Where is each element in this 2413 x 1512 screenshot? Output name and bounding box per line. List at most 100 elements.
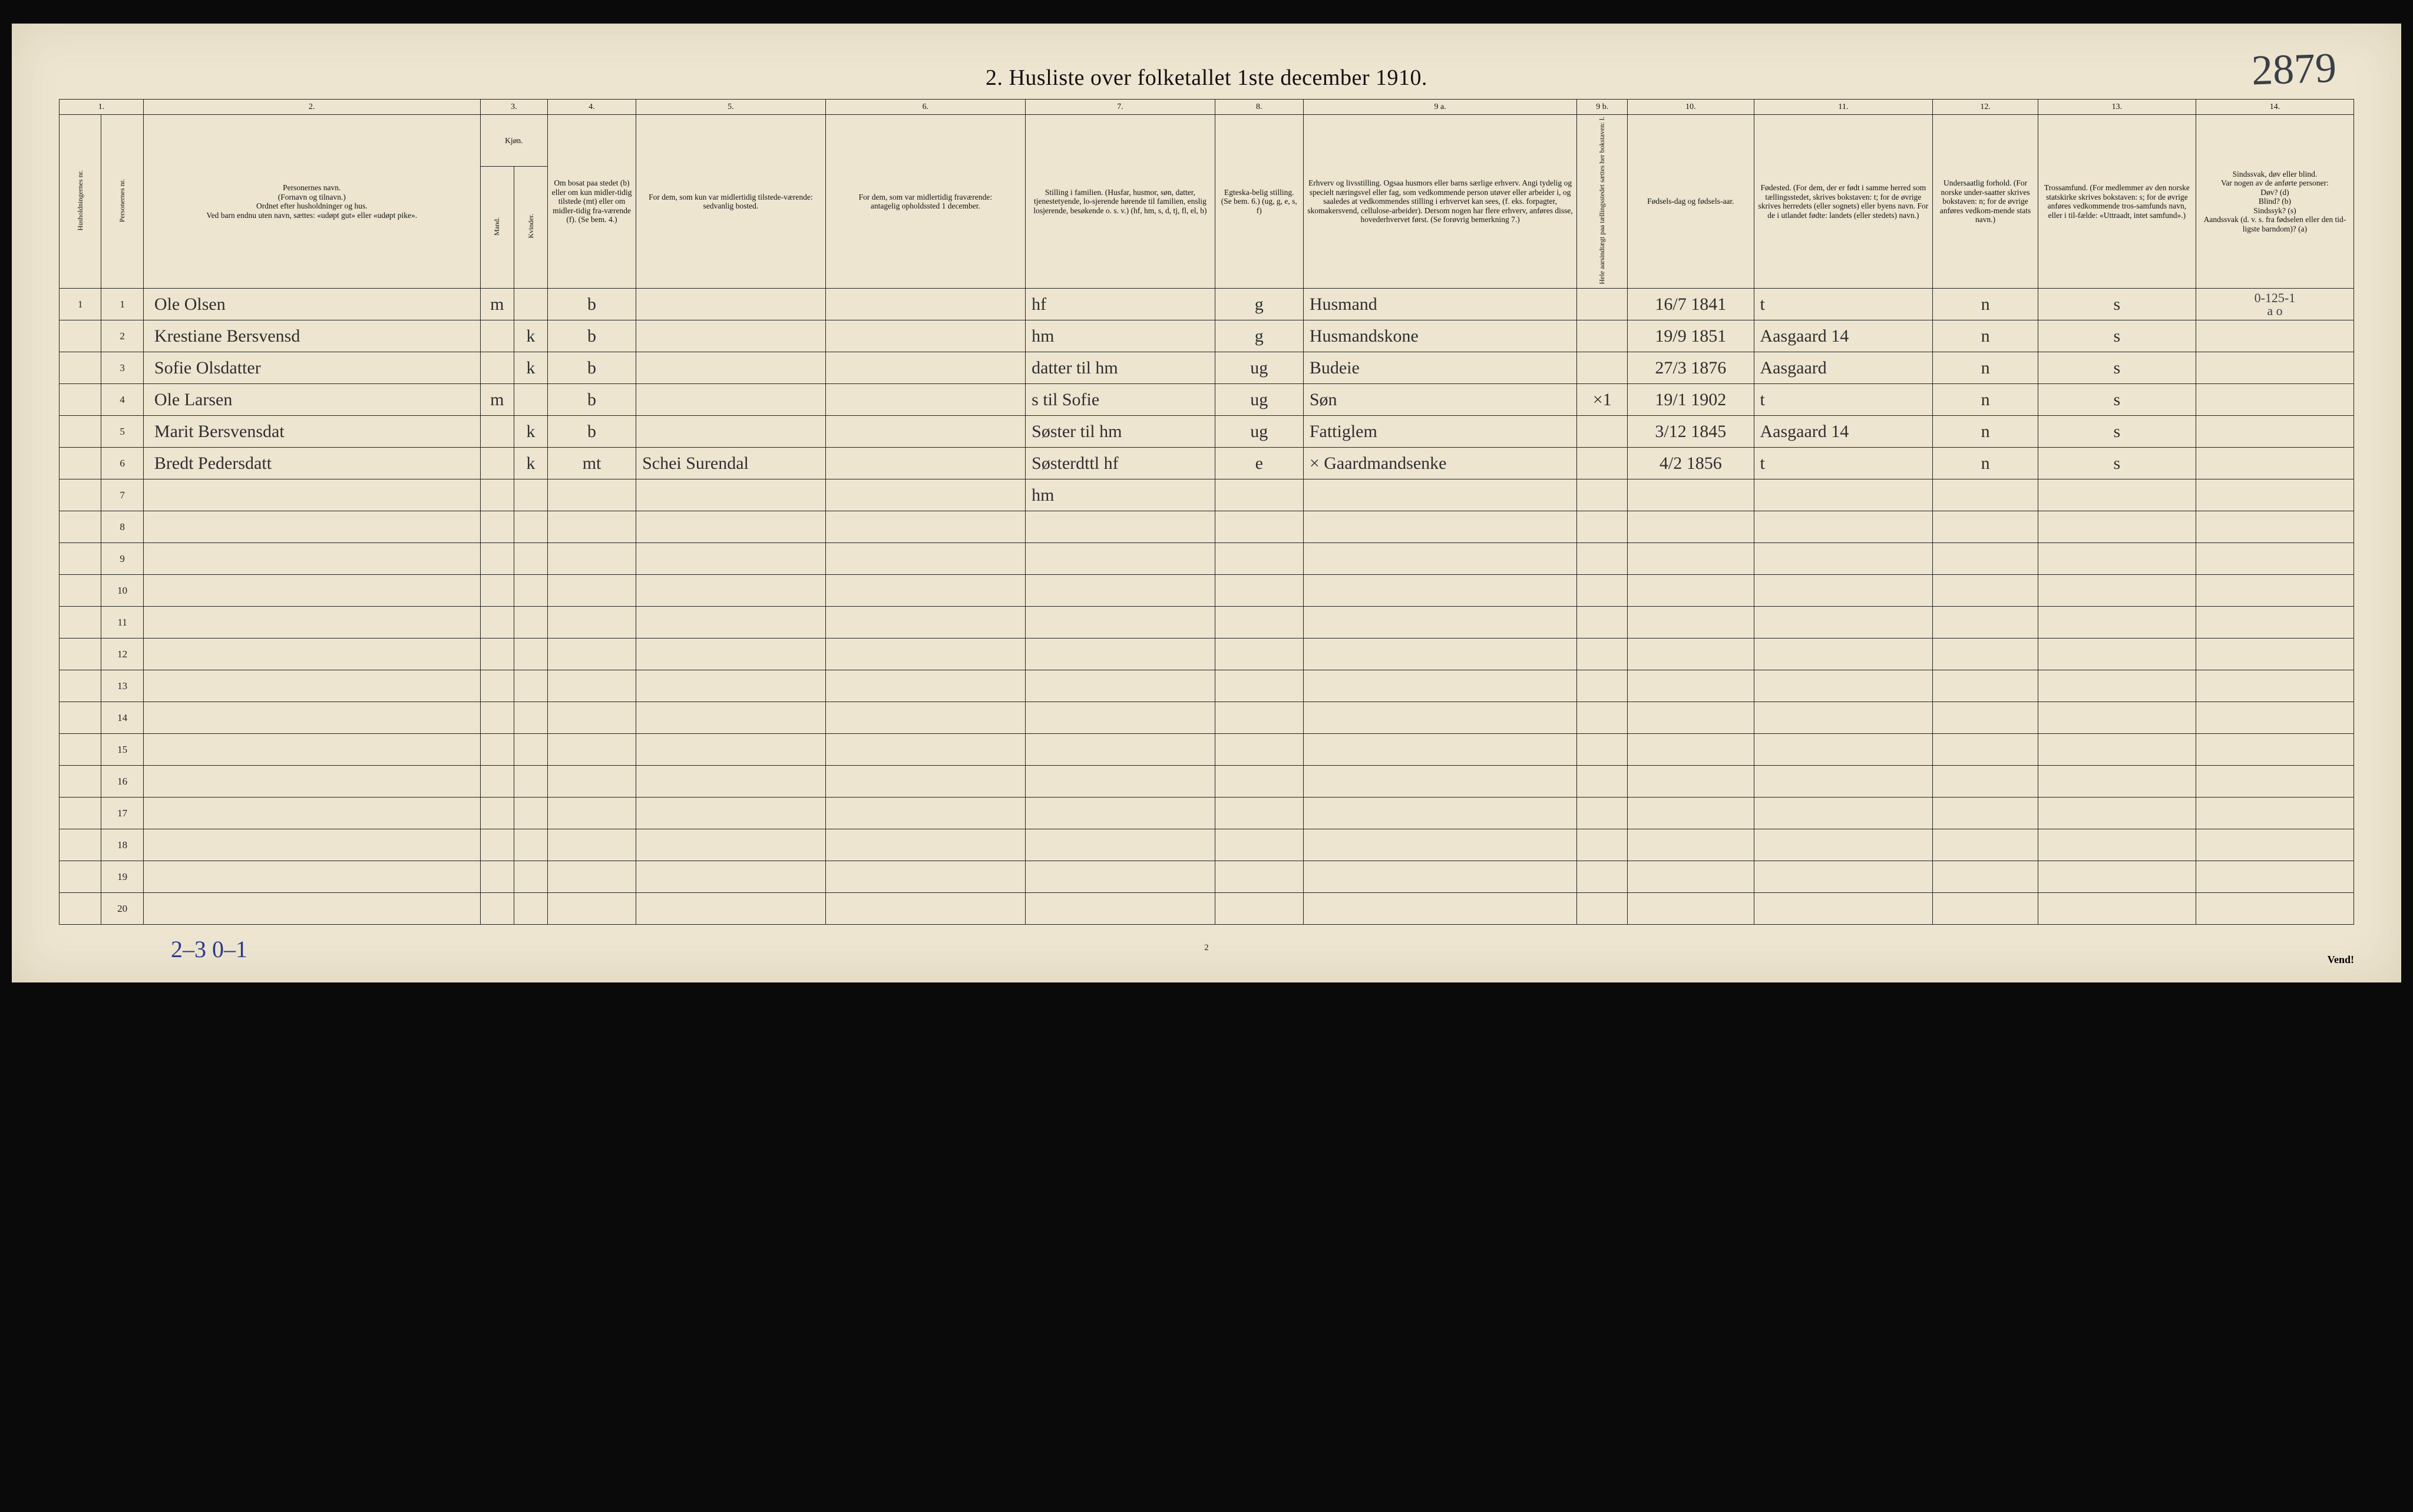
cell-c14 — [2196, 607, 2353, 638]
cell-res — [548, 670, 636, 702]
cell-name — [143, 702, 480, 734]
cell-rel — [2038, 798, 2196, 829]
cell-occ — [1303, 766, 1577, 798]
cell-res — [548, 479, 636, 511]
colnum: 9 a. — [1303, 100, 1577, 115]
cell-nat: n — [1933, 448, 2038, 479]
cell-c9b — [1577, 416, 1628, 448]
cell-c14 — [2196, 479, 2353, 511]
cell-nat: n — [1933, 384, 2038, 416]
cell-place — [1754, 479, 1933, 511]
cell-c9b: ×1 — [1577, 384, 1628, 416]
cell-nat: n — [1933, 320, 2038, 352]
cell-pn: 13 — [101, 670, 143, 702]
cell-occ — [1303, 893, 1577, 925]
cell-c5 — [636, 543, 826, 575]
cell-res — [548, 829, 636, 861]
cell-born — [1628, 893, 1754, 925]
cell-res: mt — [548, 448, 636, 479]
cell-c9b — [1577, 448, 1628, 479]
cell-fam — [1026, 893, 1215, 925]
cell-occ: Husmandskone — [1303, 320, 1577, 352]
cell-occ — [1303, 479, 1577, 511]
cell-c5 — [636, 798, 826, 829]
cell-place — [1754, 543, 1933, 575]
cell-mar: g — [1215, 320, 1303, 352]
cell-c5 — [636, 352, 826, 384]
table-row: 18 — [60, 829, 2354, 861]
cell-place — [1754, 607, 1933, 638]
cell-occ: Fattiglem — [1303, 416, 1577, 448]
head-sex-k: Kvinder. — [514, 167, 547, 289]
cell-sex_k: k — [514, 416, 547, 448]
cell-rel — [2038, 734, 2196, 766]
cell-c5 — [636, 384, 826, 416]
cell-place — [1754, 575, 1933, 607]
cell-sex_k — [514, 511, 547, 543]
cell-res — [548, 893, 636, 925]
cell-sex_k — [514, 575, 547, 607]
table-row: 11Ole OlsenmbhfgHusmand16/7 1841tns0-125… — [60, 289, 2354, 320]
cell-c9b — [1577, 861, 1628, 893]
cell-c14 — [2196, 543, 2353, 575]
cell-c14 — [2196, 575, 2353, 607]
cell-c9b — [1577, 575, 1628, 607]
cell-place: t — [1754, 289, 1933, 320]
title-row: 2. Husliste over folketallet 1ste decemb… — [59, 65, 2354, 91]
cell-born — [1628, 479, 1754, 511]
cell-c6 — [825, 670, 1025, 702]
cell-c5 — [636, 893, 826, 925]
cell-c5 — [636, 829, 826, 861]
cell-mar — [1215, 607, 1303, 638]
cell-hh — [60, 670, 101, 702]
cell-hh — [60, 543, 101, 575]
cell-rel — [2038, 861, 2196, 893]
cell-name — [143, 575, 480, 607]
cell-born — [1628, 670, 1754, 702]
cell-hh — [60, 702, 101, 734]
table-row: 14 — [60, 702, 2354, 734]
cell-nat — [1933, 766, 2038, 798]
cell-c6 — [825, 543, 1025, 575]
cell-sex_k — [514, 607, 547, 638]
cell-res: b — [548, 416, 636, 448]
cell-c9b — [1577, 638, 1628, 670]
cell-rel — [2038, 511, 2196, 543]
cell-sex_m: m — [480, 384, 514, 416]
cell-c6 — [825, 607, 1025, 638]
cell-c5 — [636, 575, 826, 607]
cell-born — [1628, 829, 1754, 861]
cell-hh — [60, 416, 101, 448]
cell-name: Krestiane Bersvensd — [143, 320, 480, 352]
cell-place — [1754, 670, 1933, 702]
head-income-flag: Hele aarsindtægt paa tællingsstedet sætt… — [1577, 115, 1628, 289]
cell-c6 — [825, 734, 1025, 766]
cell-place — [1754, 638, 1933, 670]
cell-res — [548, 638, 636, 670]
cell-mar — [1215, 543, 1303, 575]
cell-occ: Søn — [1303, 384, 1577, 416]
cell-born — [1628, 511, 1754, 543]
cell-c9b — [1577, 543, 1628, 575]
cell-sex_m — [480, 702, 514, 734]
cell-fam: hm — [1026, 479, 1215, 511]
table-row: 9 — [60, 543, 2354, 575]
cell-nat — [1933, 670, 2038, 702]
cell-pn: 2 — [101, 320, 143, 352]
cell-nat — [1933, 861, 2038, 893]
cell-res — [548, 575, 636, 607]
cell-born — [1628, 607, 1754, 638]
cell-res: b — [548, 320, 636, 352]
margin-note: 0-125-1 a o — [2199, 292, 2351, 317]
table-header: 1. 2. 3. 4. 5. 6. 7. 8. 9 a. 9 b. 10. 11… — [60, 100, 2354, 289]
cell-rel — [2038, 638, 2196, 670]
cell-rel — [2038, 766, 2196, 798]
cell-c14 — [2196, 798, 2353, 829]
cell-fam — [1026, 798, 1215, 829]
cell-rel: s — [2038, 352, 2196, 384]
cell-pn: 14 — [101, 702, 143, 734]
cell-c6 — [825, 638, 1025, 670]
cell-name: Ole Olsen — [143, 289, 480, 320]
cell-hh — [60, 893, 101, 925]
cell-fam — [1026, 511, 1215, 543]
